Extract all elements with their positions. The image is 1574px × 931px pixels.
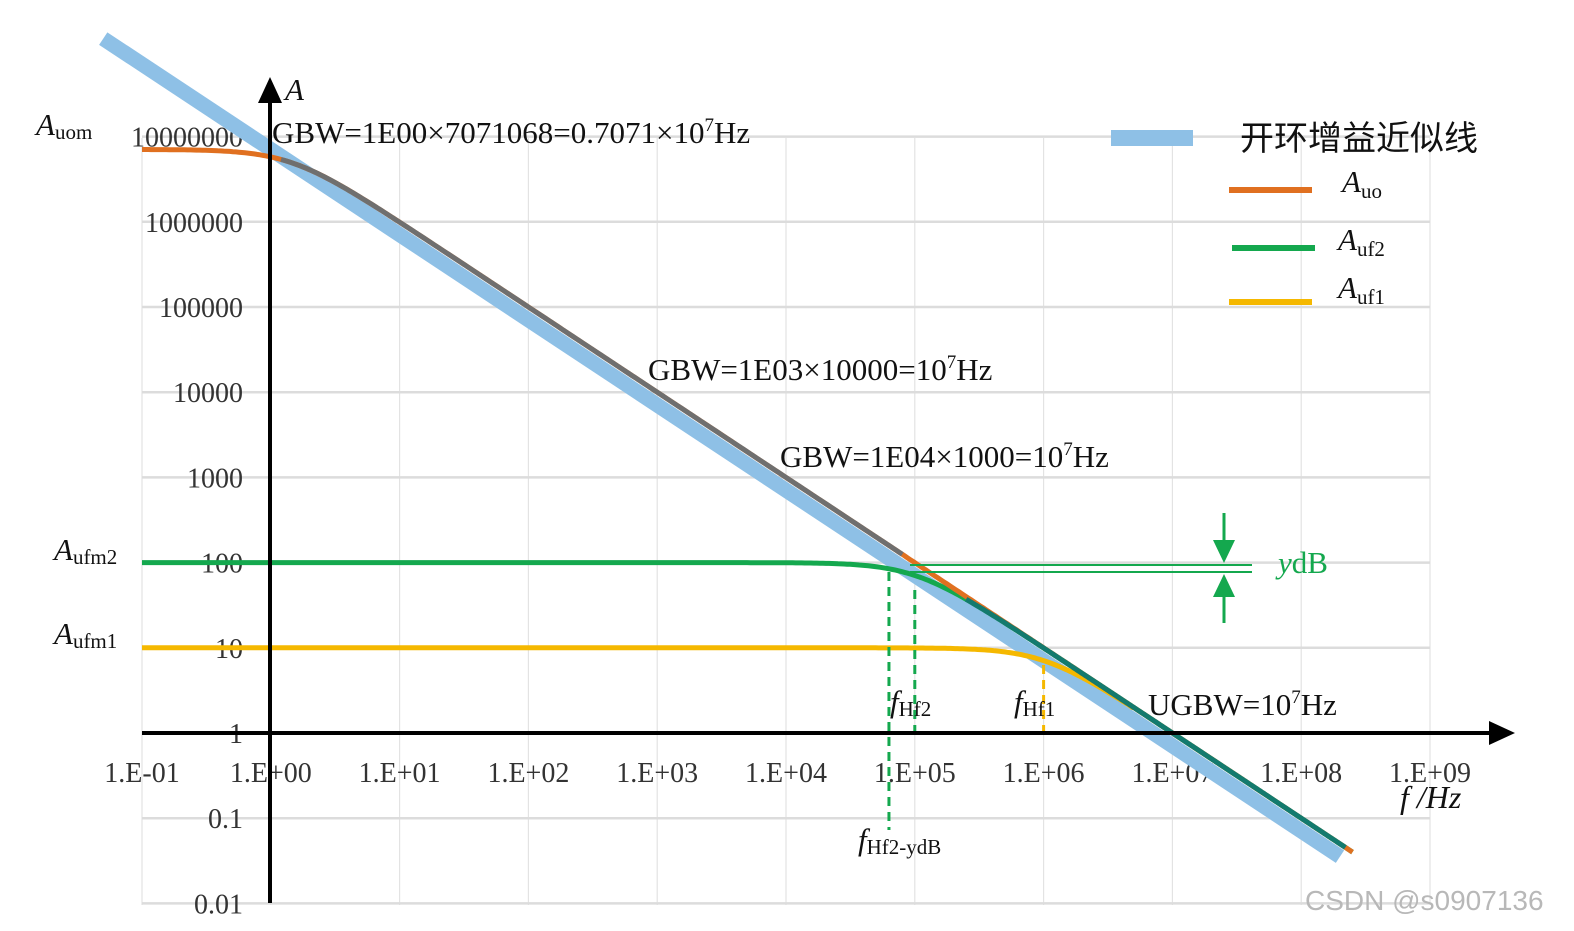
gbw2-post: Hz bbox=[956, 352, 992, 387]
x-axis-label: f /Hz bbox=[1400, 779, 1462, 815]
x-tick-labels: 1.E-011.E+001.E+011.E+021.E+031.E+041.E+… bbox=[104, 758, 1471, 789]
auf2-overlay-curve bbox=[964, 597, 1347, 850]
gbw1-pre: GBW=1E00×7071068=0.7071×10 bbox=[272, 115, 704, 150]
aufm2-sub: ufm2 bbox=[73, 545, 117, 569]
ugbw-post: Hz bbox=[1301, 687, 1337, 722]
legend-auo-sub: uo bbox=[1361, 179, 1382, 203]
ugbw-annotation: UGBW=107Hz bbox=[1148, 687, 1337, 722]
ydb-db: dB bbox=[1292, 545, 1328, 580]
fhf2-label: fHf2 bbox=[890, 684, 931, 721]
ydb-y: y bbox=[1275, 545, 1292, 580]
fhf2ydb-sub: Hf2-ydB bbox=[867, 835, 942, 859]
fhf2-sub: Hf2 bbox=[899, 697, 932, 721]
y-tick-label: 1000000 bbox=[145, 208, 243, 239]
legend-auf2-sub: uf2 bbox=[1357, 237, 1385, 261]
guide-lines bbox=[887, 572, 1046, 830]
aufm1-sub: ufm1 bbox=[73, 629, 117, 653]
legend-label-auf1: Auf1 bbox=[1336, 270, 1385, 309]
gbw1-annotation: GBW=1E00×7071068=0.7071×107Hz bbox=[272, 115, 750, 150]
legend-auf2-base: A bbox=[1336, 222, 1358, 257]
x-tick-label: 1.E+03 bbox=[616, 758, 698, 789]
gbw1-sup: 7 bbox=[704, 115, 714, 136]
x-tick-label: 1.E+08 bbox=[1260, 758, 1342, 789]
legend: 开环增益近似线 Auo Auf2 Auf1 bbox=[1111, 119, 1478, 309]
ugbw-pre: UGBW=10 bbox=[1148, 687, 1291, 722]
gbw3-sup: 7 bbox=[1063, 439, 1073, 460]
auo-overlay-curve bbox=[280, 157, 904, 557]
y-tick-labels: 1000000010000001000001000010001001010.10… bbox=[131, 123, 243, 921]
gbw3-annotation: GBW=1E04×1000=107Hz bbox=[780, 439, 1109, 474]
ydb-arrow-up-icon bbox=[1213, 574, 1235, 597]
aufm1-base: A bbox=[52, 616, 74, 651]
gbw2-annotation: GBW=1E03×10000=107Hz bbox=[648, 352, 992, 387]
ydb-arrow-down-icon bbox=[1213, 540, 1235, 563]
auf1-curve bbox=[142, 645, 1135, 711]
watermark: CSDN @s0907136 bbox=[1305, 885, 1544, 916]
fhf1-sub: Hf1 bbox=[1023, 697, 1056, 721]
y-tick-label: 0.1 bbox=[208, 804, 243, 835]
legend-label-auf2: Auf2 bbox=[1336, 222, 1385, 261]
x-tick-label: 1.E+02 bbox=[487, 758, 569, 789]
x-tick-label: 1.E+05 bbox=[874, 758, 956, 789]
ydb-marker: ydB bbox=[910, 513, 1328, 623]
auom-base: A bbox=[34, 107, 56, 142]
gbw1-post: Hz bbox=[714, 115, 750, 150]
y-axis-label: A bbox=[283, 72, 305, 107]
legend-auf1-base: A bbox=[1336, 270, 1358, 305]
gbw2-pre: GBW=1E03×10000=10 bbox=[648, 352, 947, 387]
series-lines bbox=[99, 32, 1354, 863]
x-tick-label: 1.E+06 bbox=[1003, 758, 1085, 789]
y-axis-arrow-icon bbox=[258, 77, 282, 103]
x-tick-label: 1.E-01 bbox=[104, 758, 179, 789]
ydb-label: ydB bbox=[1275, 545, 1328, 580]
auom-label: Auom bbox=[34, 107, 92, 144]
gbw3-post: Hz bbox=[1073, 439, 1109, 474]
aufm1-label: Aufm1 bbox=[52, 616, 117, 653]
legend-label-open-loop: 开环增益近似线 bbox=[1240, 119, 1478, 159]
legend-label-auo: Auo bbox=[1340, 164, 1382, 203]
gbw2-sup: 7 bbox=[947, 352, 957, 373]
y-tick-label: 0.01 bbox=[194, 889, 243, 920]
y-tick-label: 10000 bbox=[173, 378, 243, 409]
x-tick-label: 1.E+01 bbox=[359, 758, 441, 789]
x-axis-label-text: f /Hz bbox=[1400, 779, 1462, 815]
ugbw-sup: 7 bbox=[1291, 687, 1301, 708]
fhf1-label: fHf1 bbox=[1014, 684, 1055, 721]
open-loop-line bbox=[99, 32, 1345, 863]
legend-auo-base: A bbox=[1340, 164, 1362, 199]
y-tick-label: 1000 bbox=[187, 463, 243, 494]
x-tick-label: 1.E+04 bbox=[745, 758, 827, 789]
x-axis-arrow-icon bbox=[1489, 721, 1515, 745]
y-tick-label: 100000 bbox=[159, 293, 243, 324]
aufm2-label: Aufm2 bbox=[52, 532, 117, 569]
gbw3-pre: GBW=1E04×1000=10 bbox=[780, 439, 1063, 474]
x-tick-label: 1.E+09 bbox=[1389, 758, 1471, 789]
axes bbox=[142, 77, 1515, 903]
legend-auf1-sub: uf1 bbox=[1357, 285, 1385, 309]
auom-sub: uom bbox=[55, 120, 92, 144]
aufm2-base: A bbox=[52, 532, 74, 567]
fhf2-ydb-label: fHf2-ydB bbox=[858, 822, 941, 859]
